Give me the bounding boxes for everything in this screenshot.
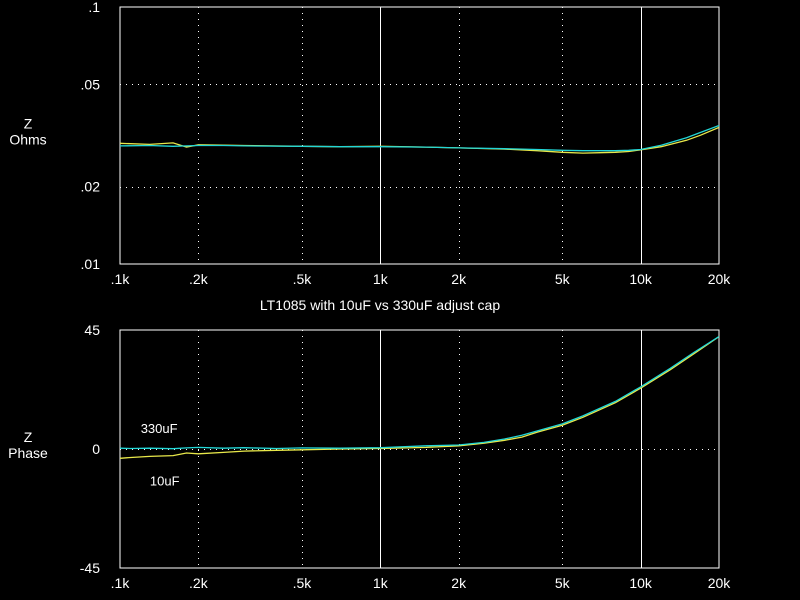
- top-x-tick-label: 5k: [555, 271, 571, 287]
- top-series-10uF-line: [119, 126, 720, 154]
- top-y-axis-label: Z: [24, 116, 33, 132]
- top-x-tick-label: 20k: [708, 271, 732, 287]
- top-y-tick-label: .01: [81, 256, 101, 272]
- bottom-x-tick-label: .5k: [293, 575, 313, 591]
- top-x-tick-label: .5k: [293, 271, 313, 287]
- bottom-x-tick-label: 2k: [451, 575, 467, 591]
- bottom-annotation-label: 330uF: [141, 421, 178, 436]
- top-plot-frame: [119, 6, 720, 265]
- top-y-tick-label: .05: [81, 76, 101, 92]
- top-y-axis-label: Ohms: [9, 132, 46, 148]
- top-x-tick-label: 2k: [451, 271, 467, 287]
- bottom-y-tick-label: -45: [80, 560, 100, 576]
- top-x-tick-label: .1k: [111, 271, 131, 287]
- bottom-y-axis-label: Phase: [8, 445, 48, 461]
- bottom-series-330uF-line: [119, 336, 720, 450]
- bottom-y-tick-label: 0: [92, 441, 100, 457]
- top-x-tick-label: 1k: [373, 271, 389, 287]
- top-x-tick-label: 10k: [629, 271, 653, 287]
- top-y-tick-label: .1: [88, 0, 100, 15]
- bottom-plot-frame: [119, 329, 720, 569]
- bottom-x-tick-label: 5k: [555, 575, 571, 591]
- bottom-x-tick-label: .2k: [189, 575, 209, 591]
- top-series-330uF-line: [119, 124, 720, 152]
- bottom-y-axis-label: Z: [24, 429, 33, 445]
- bottom-x-tick-label: 20k: [708, 575, 732, 591]
- bottom-y-tick-label: 45: [84, 322, 100, 338]
- bottom-x-tick-label: 1k: [373, 575, 389, 591]
- top-x-tick-label: .2k: [189, 271, 209, 287]
- chart-title: LT1085 with 10uF vs 330uF adjust cap: [260, 297, 500, 313]
- bottom-series-10uF-line: [119, 336, 720, 459]
- top-y-tick-label: .02: [81, 179, 101, 195]
- bottom-x-tick-label: 10k: [629, 575, 653, 591]
- bottom-annotation-label: 10uF: [150, 474, 180, 489]
- bottom-x-tick-label: .1k: [111, 575, 131, 591]
